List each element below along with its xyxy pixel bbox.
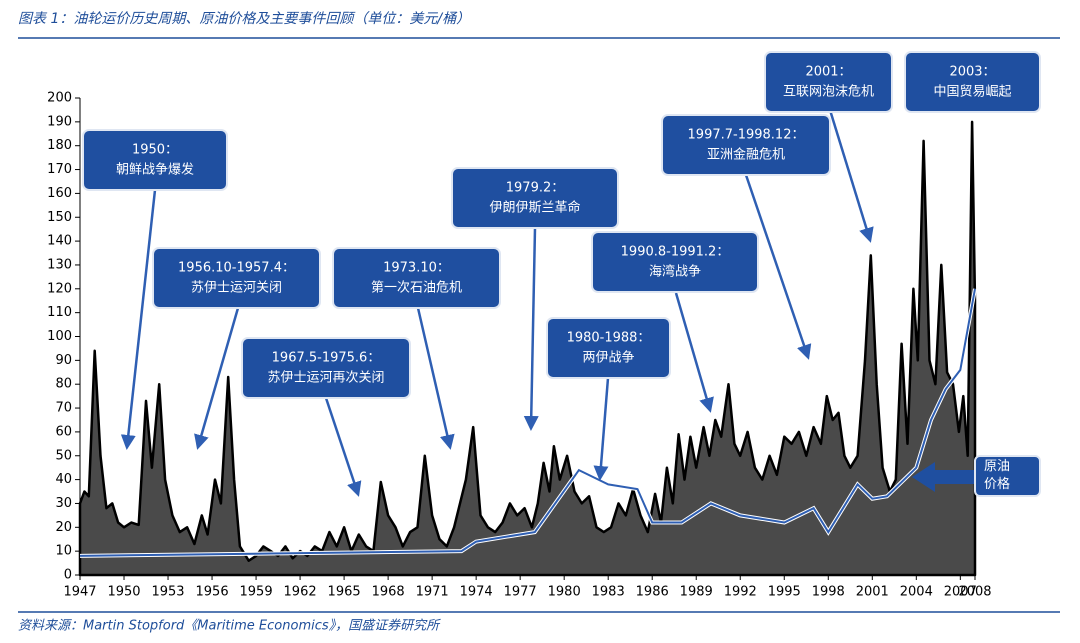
- x-tick-label: 1989: [680, 585, 713, 600]
- annotation-text: 苏伊士运河关闭: [191, 280, 282, 296]
- y-tick-label: 200: [47, 91, 72, 106]
- annotation-arrow: [523, 227, 539, 431]
- x-tick-label: 1977: [504, 585, 537, 600]
- y-tick-label: 30: [55, 496, 72, 511]
- y-tick-label: 150: [47, 210, 72, 225]
- annotation-text: 1979.2：: [506, 181, 565, 196]
- x-tick-label: 1974: [460, 585, 493, 600]
- x-tick-label: 1971: [416, 585, 449, 600]
- annotation-text: 亚洲金融危机: [707, 147, 785, 163]
- oil-line: [79, 288, 976, 557]
- annotation-arrow: [674, 292, 714, 413]
- x-tick-label: 2008: [958, 585, 991, 600]
- annotation-text: 1956.10-1957.4：: [178, 261, 295, 276]
- x-tick-label: 1962: [284, 585, 317, 600]
- annotation-text: 朝鲜战争爆发: [116, 162, 194, 178]
- annotation-box: [764, 51, 893, 113]
- x-tick-label: 2001: [856, 585, 889, 600]
- x-tick-label: 1992: [724, 585, 757, 600]
- annotation-arrow: [828, 109, 874, 243]
- y-tick-label: 0: [64, 568, 72, 583]
- annotation-box: [241, 337, 411, 399]
- annotation-text: 2003：: [949, 65, 995, 80]
- oil-label: 原油价格: [983, 459, 1010, 492]
- x-tick-label: 1968: [372, 585, 405, 600]
- annotation-arrow: [744, 174, 812, 360]
- annotation-text: 互联网泡沫危机: [783, 85, 874, 100]
- y-tick-label: 190: [47, 114, 72, 129]
- x-tick-label: 1959: [240, 585, 273, 600]
- annotation-arrow: [593, 377, 610, 481]
- annotation-box: [546, 317, 671, 379]
- y-tick-label: 60: [55, 424, 72, 439]
- y-tick-label: 90: [55, 353, 72, 368]
- y-tick-label: 130: [47, 257, 72, 272]
- y-tick-label: 120: [47, 281, 72, 296]
- x-tick-label: 1980: [548, 585, 581, 600]
- y-tick-label: 40: [55, 472, 72, 487]
- y-tick-label: 80: [55, 377, 72, 392]
- y-tick-label: 180: [47, 138, 72, 153]
- annotation-box: [661, 114, 831, 176]
- annotation-arrow: [194, 307, 240, 450]
- annotation-text: 1997.7-1998.12：: [688, 128, 805, 143]
- annotation-text: 1980-1988：: [567, 331, 651, 346]
- oil-label-box: [974, 455, 1041, 497]
- x-tick-label: 1950: [107, 585, 140, 600]
- annotation-text: 1973.10：: [383, 261, 450, 276]
- annotation-box: [152, 247, 321, 309]
- x-tick-label: 1983: [592, 585, 625, 600]
- y-tick-label: 160: [47, 186, 72, 201]
- annotation-arrow: [324, 397, 362, 497]
- x-tick-label: 1986: [636, 585, 669, 600]
- y-tick-label: 140: [47, 234, 72, 249]
- annotation-box: [332, 247, 501, 309]
- annotation-box: [591, 231, 759, 293]
- annotation-text: 海湾战争: [649, 264, 701, 280]
- x-tick-label: 1956: [196, 585, 229, 600]
- y-tick-label: 110: [47, 305, 72, 320]
- annotation-text: 苏伊士运河再次关闭: [267, 370, 384, 386]
- annotation-text: 1950：: [132, 143, 178, 158]
- x-tick-label: 1995: [768, 585, 801, 600]
- oil-arrow: [912, 462, 975, 492]
- x-tick-label: 1998: [812, 585, 845, 600]
- annotation-box: [904, 51, 1041, 113]
- x-tick-label: 1947: [63, 585, 96, 600]
- annotation-box: [451, 167, 619, 229]
- annotation-box: [82, 129, 228, 191]
- y-tick-label: 20: [55, 520, 72, 535]
- y-tick-label: 170: [47, 162, 72, 177]
- annotation-arrow: [120, 189, 157, 450]
- x-tick-label: 1953: [151, 585, 184, 600]
- chart-title: 图表 1：油轮运价历史周期、原油价格及主要事件回顾（单位：美元/桶）: [18, 11, 470, 27]
- x-tick-label: 2007: [944, 585, 977, 600]
- x-tick-label: 2004: [900, 585, 933, 600]
- annotation-text: 1990.8-1991.2：: [621, 245, 730, 260]
- annotation-arrow: [416, 307, 455, 450]
- y-tick-label: 100: [47, 329, 72, 344]
- annotation-text: 两伊战争: [582, 351, 634, 366]
- annotation-text: 中国贸易崛起: [933, 85, 1011, 100]
- freight-area: [78, 120, 977, 577]
- source: 资料来源：Martin Stopford《Maritime Economics》…: [18, 618, 441, 634]
- annotation-text: 伊朗伊斯兰革命: [489, 200, 580, 216]
- annotation-text: 2001：: [805, 65, 851, 80]
- y-tick-label: 50: [55, 448, 72, 463]
- y-tick-label: 70: [55, 401, 72, 416]
- y-tick-label: 10: [55, 544, 72, 559]
- annotation-text: 1967.5-1975.6：: [272, 351, 381, 366]
- x-tick-label: 1965: [328, 585, 361, 600]
- annotation-text: 第一次石油危机: [371, 280, 462, 296]
